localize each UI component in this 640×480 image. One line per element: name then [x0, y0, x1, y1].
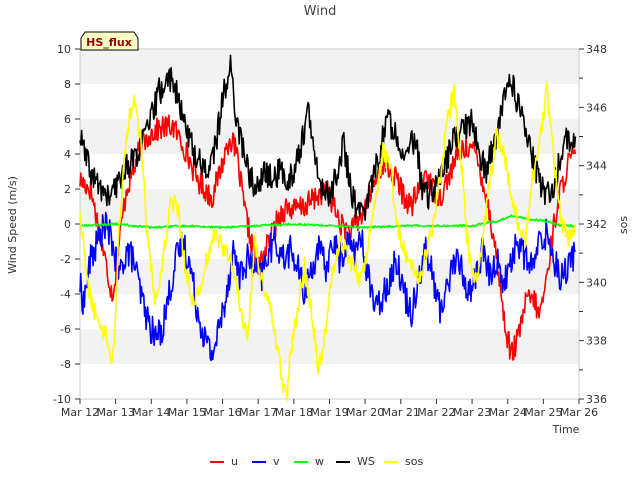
x-tick-label: Mar 17: [239, 406, 277, 419]
y-tick-label: 2: [64, 183, 71, 196]
plot-band: [80, 49, 579, 84]
legend-label-v: v: [273, 455, 280, 468]
x-tick-label: Mar 24: [489, 406, 527, 419]
y-tick-label: -10: [53, 393, 71, 406]
y2-tick-label: 342: [586, 218, 607, 231]
x-tick-label: Mar 18: [275, 406, 313, 419]
y-tick-label: 8: [64, 78, 71, 91]
series-line-w: [79, 214, 576, 230]
x-tick-label: Mar 13: [97, 406, 135, 419]
badge-label: HS_flux: [86, 36, 132, 49]
y2-tick-label: 338: [586, 335, 607, 348]
plot-band: [80, 364, 579, 399]
x-tick-label: Mar 21: [382, 406, 420, 419]
series-line-sos: [79, 81, 577, 402]
chart-title: Wind: [304, 4, 337, 19]
legend-label-u: u: [231, 455, 238, 468]
x-tick-label: Mar 12: [61, 406, 99, 419]
y-tick-label: 10: [57, 43, 71, 56]
y-tick-label: -6: [60, 323, 71, 336]
x-axis-label: Time: [552, 423, 580, 436]
legend: u v w WS sos: [210, 455, 423, 468]
x-tick-label: Mar 16: [203, 406, 241, 419]
x-tick-label: Mar 14: [132, 406, 170, 419]
series-line-ws: [79, 54, 577, 221]
y-axis-label: Wind Speed (m/s): [6, 176, 19, 274]
legend-label-ws: WS: [357, 455, 375, 468]
x-tick-label: Mar 25: [524, 406, 562, 419]
y2-axis-label: sos: [617, 216, 630, 234]
y-tick-label: -4: [60, 288, 71, 301]
y-tick-label: 0: [64, 218, 71, 231]
badge-box: [80, 31, 139, 51]
x-tick-label: Mar 23: [453, 406, 491, 419]
badge: HS_flux: [80, 31, 139, 51]
y-tick-label: -2: [60, 253, 71, 266]
y-tick-label: 4: [64, 148, 71, 161]
x-tick-label: Mar 20: [346, 406, 384, 419]
x-tick-label: Mar 26: [560, 406, 598, 419]
legend-label-w: w: [315, 455, 324, 468]
y2-tick-label: 336: [586, 393, 607, 406]
x-tick-label: Mar 15: [168, 406, 206, 419]
legend-label-sos: sos: [405, 455, 423, 468]
y2-tick-label: 346: [586, 101, 607, 114]
y2-axis-ticks: 336 338 340 342 344 346 348: [579, 43, 607, 406]
y-axis-ticks: -10 -8 -6 -4 -2 0 2 4 6 8 10: [53, 43, 80, 406]
y-tick-label: -8: [60, 358, 71, 371]
plot-band: [80, 154, 579, 189]
y2-tick-label: 348: [586, 43, 607, 56]
series-layer: [79, 54, 577, 402]
y2-tick-label: 344: [586, 160, 607, 173]
y2-tick-label: 340: [586, 276, 607, 289]
series-line-v: [79, 211, 577, 362]
x-tick-label: Mar 19: [310, 406, 348, 419]
y-tick-label: 6: [64, 113, 71, 126]
x-tick-label: Mar 22: [417, 406, 455, 419]
